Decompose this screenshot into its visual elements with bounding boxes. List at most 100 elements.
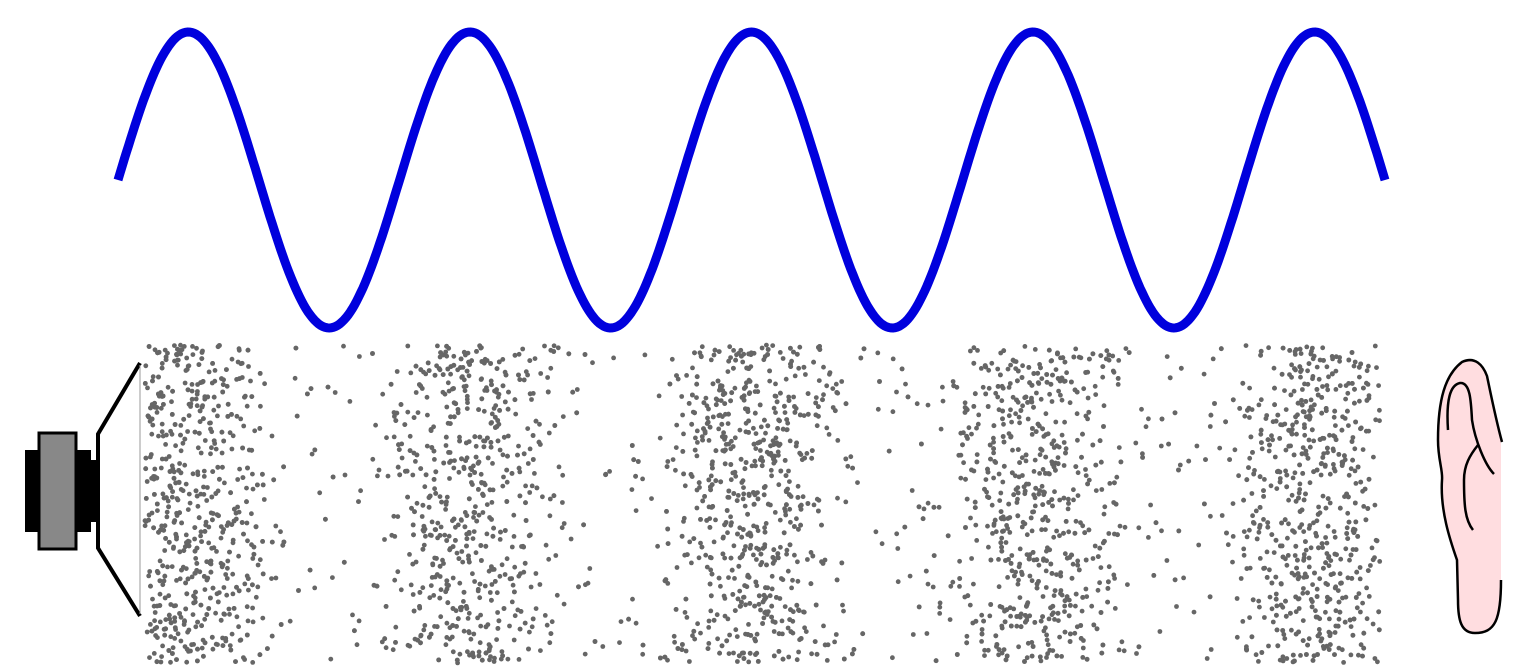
air-particle [798, 506, 804, 512]
air-particle [1327, 500, 1333, 506]
air-particle [1254, 536, 1260, 542]
air-particle [437, 533, 443, 538]
air-particle [1025, 416, 1031, 422]
air-particle [527, 358, 533, 363]
air-particle [821, 623, 826, 629]
air-particle [500, 357, 506, 362]
air-particle [1292, 553, 1298, 558]
air-particle [1339, 427, 1345, 433]
air-particle [224, 576, 230, 581]
air-particle [189, 396, 195, 402]
air-particle [1032, 457, 1038, 463]
air-particle [773, 435, 779, 441]
air-particle [1027, 613, 1033, 619]
air-particle [684, 615, 690, 620]
air-particle [1283, 598, 1288, 604]
air-particle [477, 434, 483, 440]
air-particle [517, 377, 523, 382]
air-particle [687, 659, 692, 664]
air-particle [195, 646, 200, 652]
air-particle [177, 576, 183, 582]
air-particle [1299, 402, 1305, 408]
air-particle [822, 642, 828, 648]
air-particle [1000, 385, 1006, 391]
air-particle [560, 472, 566, 478]
air-particle [269, 633, 275, 639]
air-particle [504, 556, 510, 562]
air-particle [1326, 629, 1332, 635]
air-particle [1287, 348, 1293, 353]
air-particle [1284, 472, 1290, 478]
air-particle [1029, 399, 1035, 405]
air-particle [495, 610, 500, 615]
air-particle [210, 646, 216, 652]
air-particle [151, 525, 157, 531]
air-particle [1015, 378, 1020, 384]
air-particle [991, 439, 996, 445]
air-particle [1243, 343, 1249, 348]
air-particle [204, 612, 210, 617]
air-particle [1346, 519, 1352, 525]
air-particle [217, 476, 222, 482]
air-particle [148, 452, 154, 457]
speaker-magnet [37, 431, 78, 551]
air-particle [649, 496, 654, 501]
air-particle [454, 550, 460, 556]
air-particle [693, 435, 698, 441]
air-particle [199, 645, 205, 651]
air-particle [1356, 652, 1361, 658]
air-particle [1250, 513, 1255, 519]
air-particles [142, 342, 1383, 666]
air-particle [1311, 653, 1317, 659]
air-particle [1010, 447, 1015, 453]
air-particle [1342, 453, 1347, 459]
air-particle [445, 600, 451, 606]
air-particle [574, 410, 580, 416]
air-particle [1039, 483, 1045, 489]
air-particle [1097, 545, 1103, 551]
air-particle [937, 600, 943, 606]
air-particle [771, 405, 777, 411]
air-particle [803, 629, 809, 634]
air-particle [211, 545, 217, 551]
air-particle [260, 471, 265, 477]
air-particle [1207, 424, 1213, 429]
air-particle [165, 384, 171, 390]
air-particle [1015, 447, 1021, 452]
air-particle [696, 555, 702, 561]
air-particle [1332, 468, 1338, 474]
air-particle [787, 492, 792, 498]
air-particle [410, 592, 416, 597]
air-particle [155, 508, 160, 513]
air-particle [250, 605, 256, 611]
air-particle [633, 620, 639, 626]
air-particle [475, 615, 480, 621]
air-particle [753, 431, 759, 436]
air-particle [1374, 365, 1379, 370]
air-particle [732, 435, 738, 441]
air-particle [725, 494, 731, 500]
air-particle [271, 477, 277, 483]
air-particle [741, 397, 747, 403]
air-particle [1045, 651, 1050, 657]
air-particle [1043, 454, 1049, 460]
air-particle [410, 472, 416, 478]
air-particle [1303, 539, 1308, 544]
air-particle [548, 631, 554, 636]
air-particle [250, 619, 256, 625]
air-particle [1313, 608, 1318, 614]
air-particle [756, 601, 762, 607]
air-particle [211, 407, 217, 413]
air-particle [979, 639, 984, 644]
air-particle [215, 642, 220, 647]
air-particle [1289, 362, 1294, 368]
air-particle [423, 472, 429, 478]
air-particle [762, 525, 767, 531]
air-particle [1283, 468, 1288, 474]
air-particle [224, 383, 230, 389]
air-particle [1025, 400, 1030, 405]
air-particle [432, 372, 438, 378]
air-particle [877, 379, 882, 384]
air-particle [998, 540, 1004, 546]
air-particle [845, 463, 851, 469]
